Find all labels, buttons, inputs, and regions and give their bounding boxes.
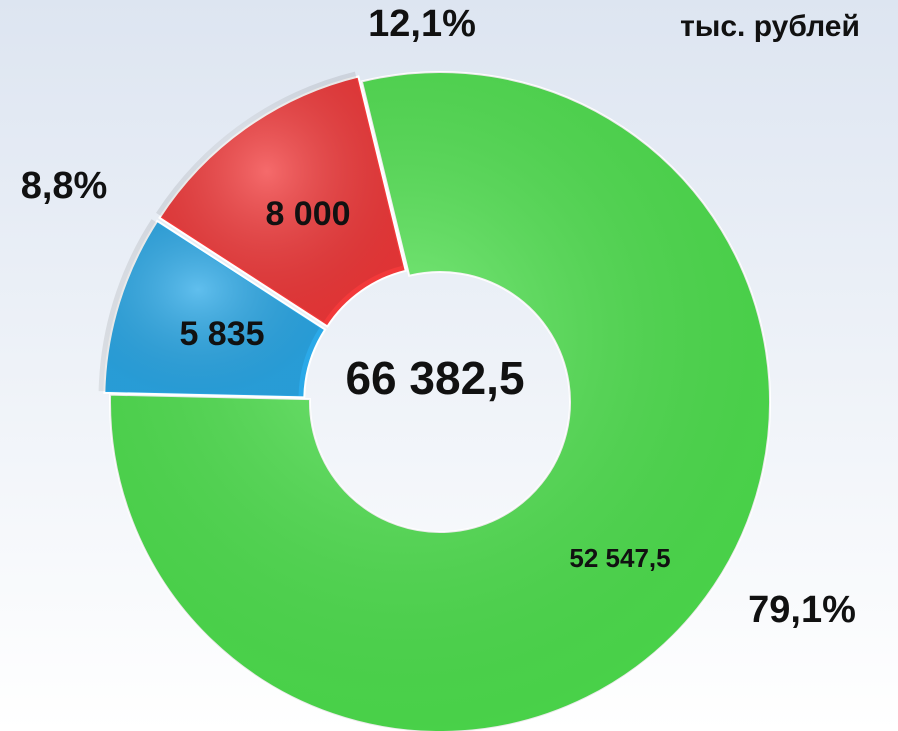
value-label: 5 835 [179, 315, 264, 353]
total-label: 66 382,5 [345, 352, 524, 404]
slice-shine [156, 71, 403, 322]
percent-label: 8,8% [21, 165, 108, 207]
percent-label: 79,1% [748, 589, 856, 631]
value-label: 8 000 [265, 195, 350, 233]
percent-label: 12,1% [368, 3, 476, 45]
unit-label: тыс. рублей [680, 10, 860, 43]
value-label: 52 547,5 [569, 543, 670, 573]
slice-shine [110, 72, 770, 731]
slice-shine [98, 219, 320, 396]
